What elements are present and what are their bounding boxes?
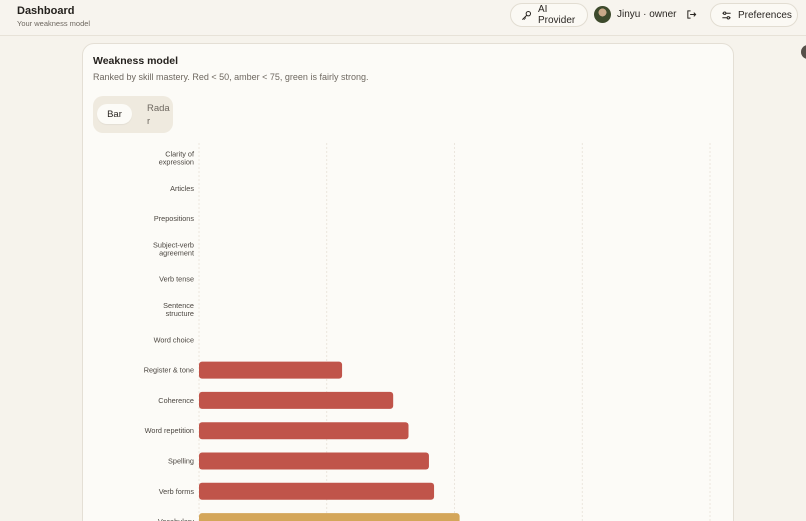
bar-toggle-button[interactable]: Bar <box>97 104 132 124</box>
scroll-indicator <box>801 45 806 59</box>
avatar <box>594 6 611 23</box>
radar-toggle-button[interactable]: Radar <box>147 103 170 127</box>
logout-icon[interactable] <box>686 9 697 20</box>
preferences-button[interactable]: Preferences <box>710 3 798 27</box>
page-subtitle: Your weakness model <box>17 19 91 28</box>
ai-provider-label: AI Provider <box>538 4 576 26</box>
key-icon <box>521 10 532 21</box>
user-menu[interactable]: Jinyu · owner <box>594 6 676 23</box>
weakness-model-card: Weakness model Ranked by skill mastery. … <box>82 43 734 521</box>
user-label: Jinyu · owner <box>617 9 677 20</box>
ai-provider-button[interactable]: AI Provider <box>510 3 588 27</box>
chart-type-toggle: Bar Radar <box>93 96 173 133</box>
card-subtitle: Ranked by skill mastery. Red < 50, amber… <box>93 72 369 82</box>
top-bar: Dashboard Your weakness model AI Provide… <box>0 0 806 36</box>
page-title: Dashboard <box>17 5 75 17</box>
card-title: Weakness model <box>93 55 179 67</box>
preferences-label: Preferences <box>738 9 792 21</box>
sliders-icon <box>721 10 732 21</box>
brand: Dashboard Your weakness model <box>17 5 90 28</box>
